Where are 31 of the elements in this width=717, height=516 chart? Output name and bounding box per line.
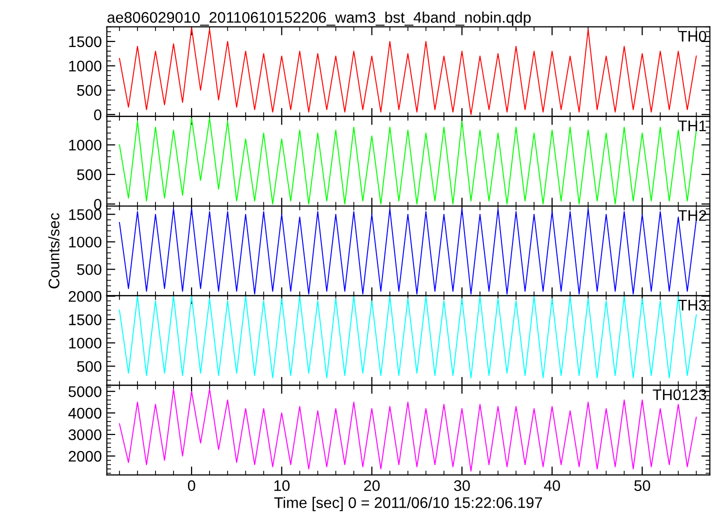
x-axis-title: Time [sec] 0 = 2011/06/10 15:22:06.197: [274, 496, 542, 512]
series-label: TH2: [678, 210, 706, 221]
y-tick-label: 500: [77, 361, 102, 372]
y-tick-label: 2000: [68, 450, 102, 462]
x-tick-label: 50: [634, 480, 650, 492]
y-tick-label: 1000: [69, 60, 102, 72]
y-tick-label: 500: [77, 264, 102, 276]
y-tick-label: 0: [94, 198, 102, 210]
y-tick-label: 2000: [68, 291, 102, 302]
x-tick-label: 0: [188, 480, 196, 492]
x-tick-label: 30: [454, 480, 470, 492]
y-tick-label: 1000: [69, 236, 102, 248]
x-tick-label: 20: [364, 480, 380, 492]
chart-title: ae806029010_20110610152206_wam3_bst_4band_nobin.qdp: [107, 12, 531, 26]
y-axis-title: Counts/sec: [48, 213, 60, 288]
series-label: TH0123: [652, 389, 706, 400]
y-tick-label: 5000: [68, 386, 102, 398]
x-tick-label: 10: [274, 480, 290, 492]
series-label: TH0: [678, 30, 706, 42]
series-label: TH1: [678, 120, 706, 132]
y-tick-label: 1000: [69, 140, 102, 151]
y-tick-label: 0: [94, 109, 102, 120]
y-tick-label: 1500: [69, 314, 102, 326]
y-tick-label: 500: [77, 169, 102, 180]
y-tick-label: 3000: [68, 429, 102, 440]
y-tick-label: 1500: [69, 36, 102, 48]
y-tick-label: 1500: [69, 209, 102, 220]
x-tick-label: 40: [544, 480, 560, 492]
y-tick-label: 4000: [68, 408, 102, 419]
y-tick-label: 1000: [69, 338, 102, 349]
y-tick-label: 500: [77, 85, 102, 96]
